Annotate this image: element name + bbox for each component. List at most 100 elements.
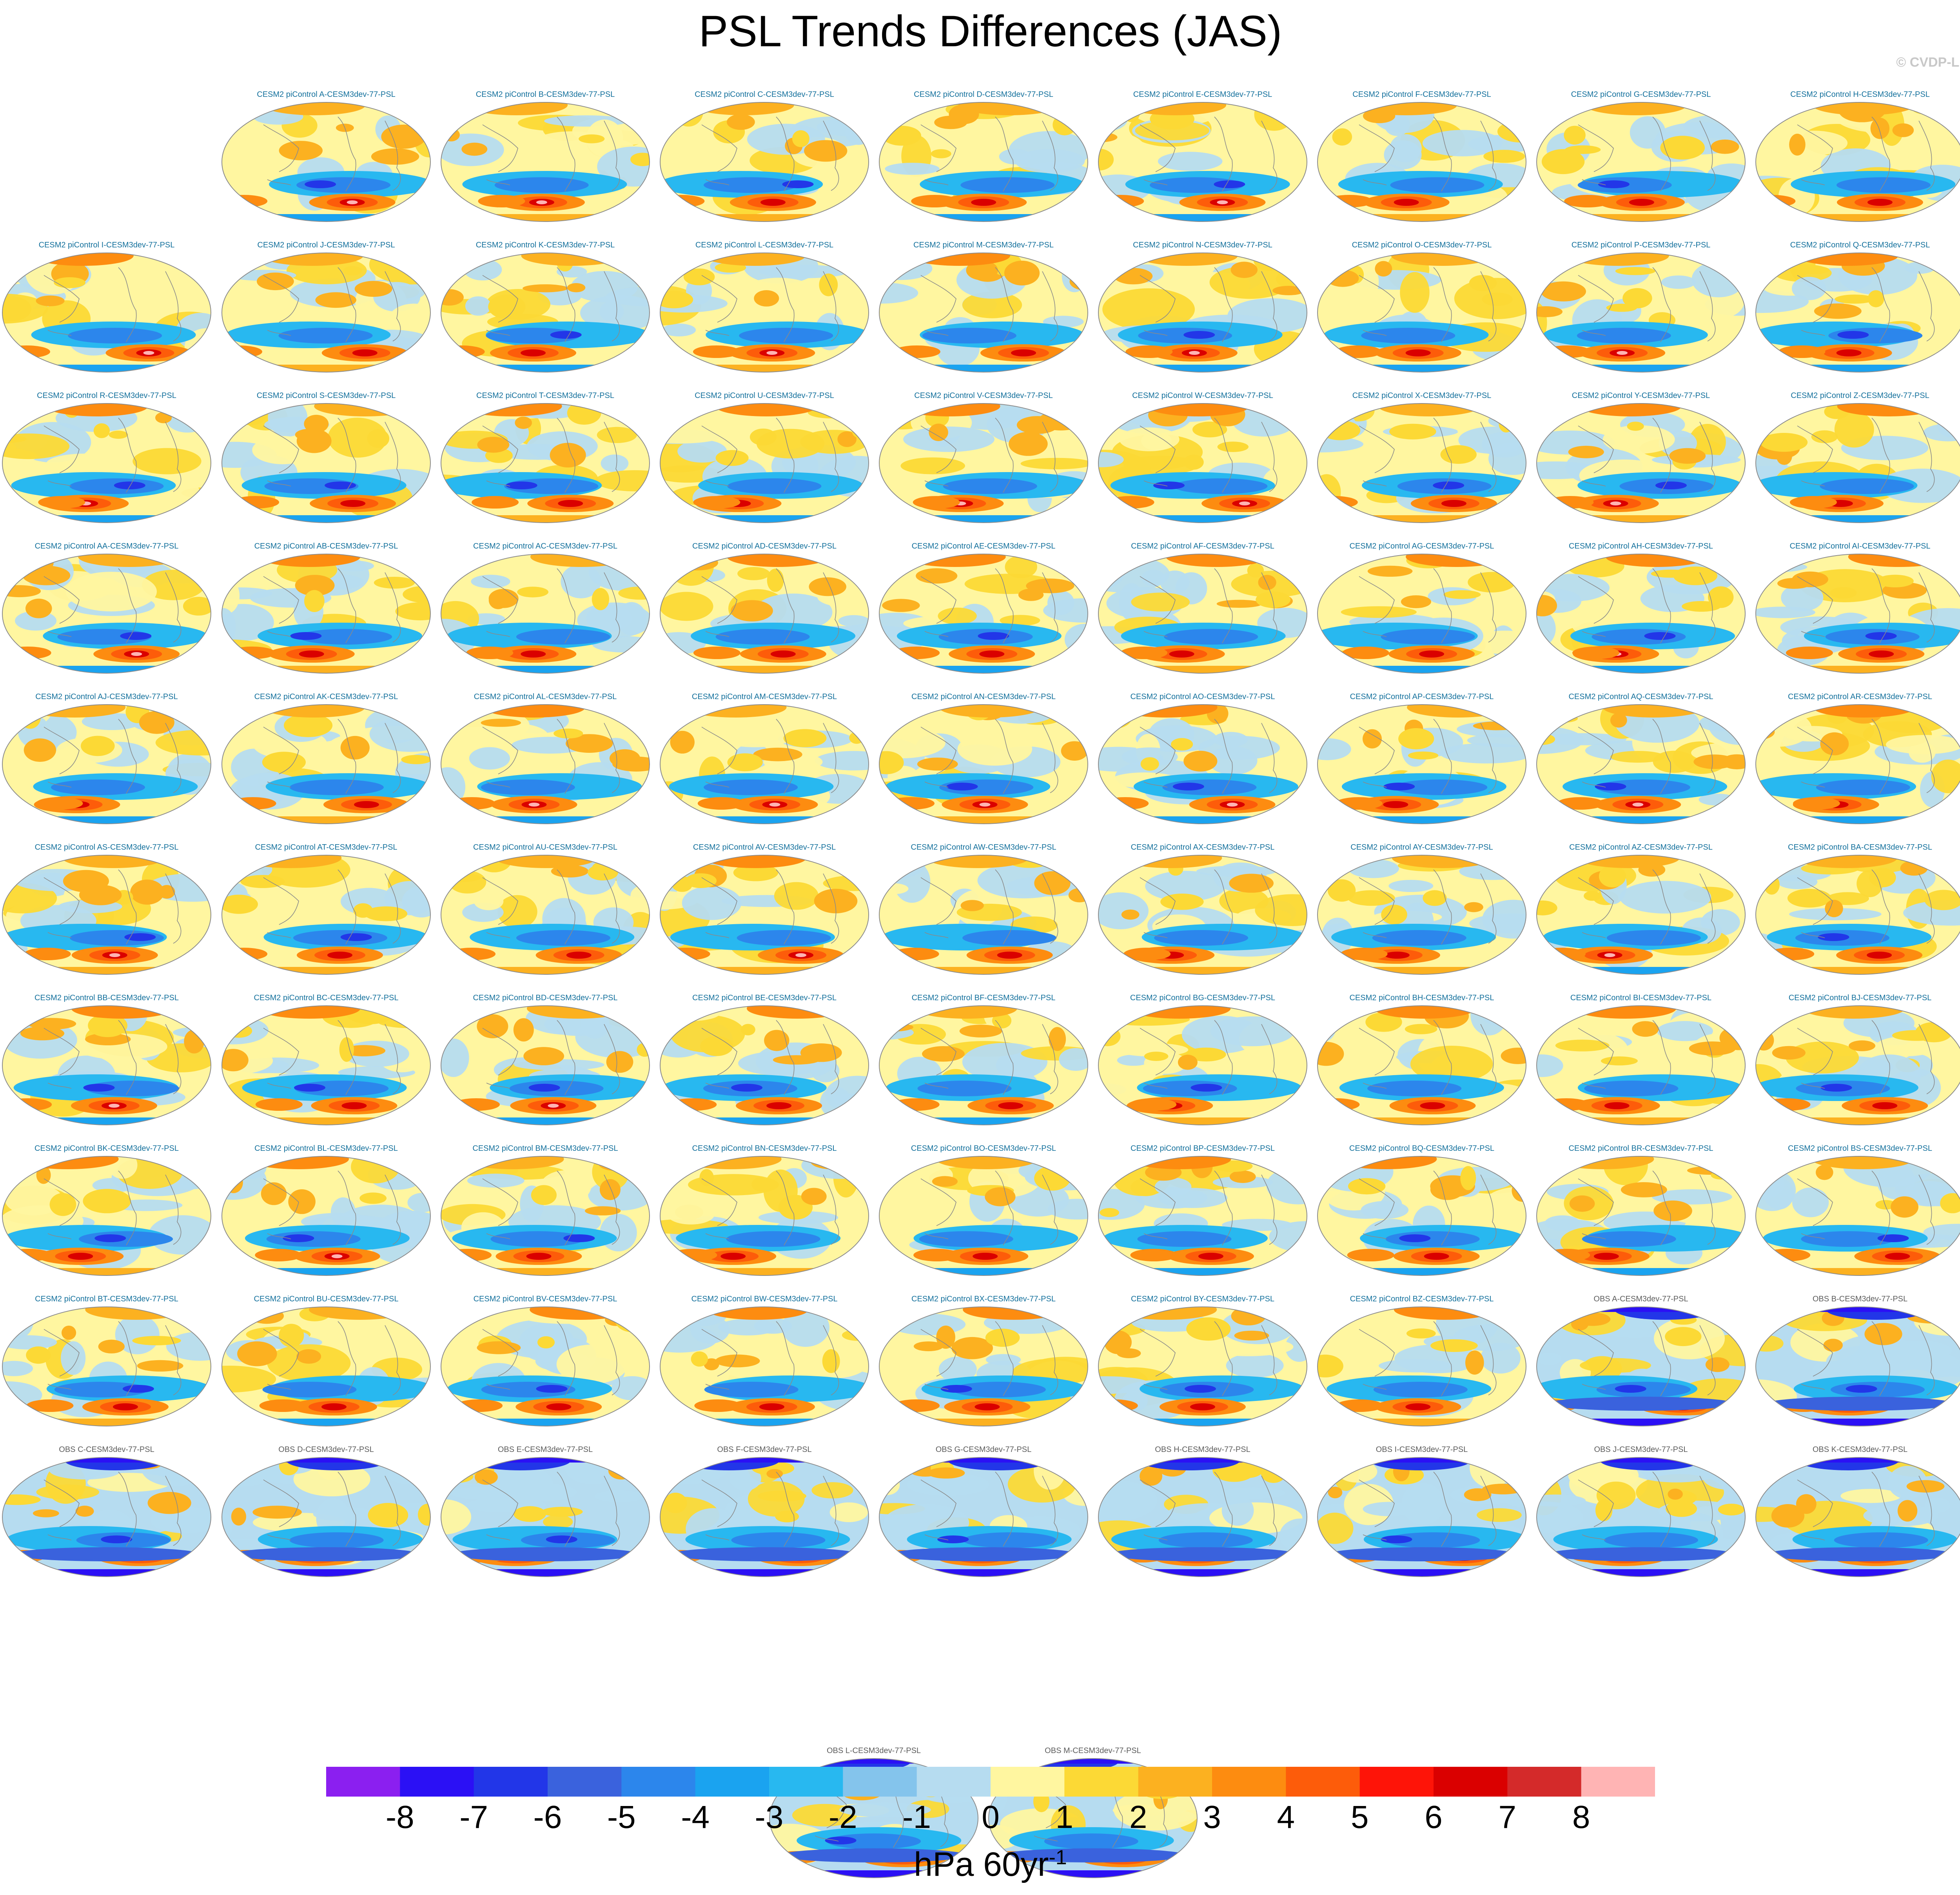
colorbar-tick-label: -2: [828, 1799, 857, 1835]
panel-title: CESM2 piControl I-CESM3dev-77-PSL: [38, 241, 175, 249]
map-panel: CESM2 piControl S-CESM3dev-77-PSL: [220, 391, 432, 524]
panel-title: CESM2 piControl AP-CESM3dev-77-PSL: [1350, 692, 1494, 701]
map-panel: CESM2 piControl AI-CESM3dev-77-PSL: [1754, 541, 1960, 674]
map-panel: CESM2 piControl AZ-CESM3dev-77-PSL: [1535, 842, 1747, 976]
panel-title: OBS C-CESM3dev-77-PSL: [59, 1445, 154, 1454]
map-field: [1536, 1156, 1746, 1276]
map-panel: CESM2 piControl BY-CESM3dev-77-PSL: [1097, 1294, 1308, 1427]
map-panel: CESM2 piControl AW-CESM3dev-77-PSL: [878, 842, 1089, 976]
panel-title: OBS E-CESM3dev-77-PSL: [497, 1445, 593, 1454]
units-text: hPa 60yr: [914, 1846, 1049, 1883]
map-panel: CESM2 piControl BV-CESM3dev-77-PSL: [439, 1294, 651, 1427]
map-panel: CESM2 piControl BU-CESM3dev-77-PSL: [220, 1294, 432, 1427]
map-field: [1098, 253, 1307, 372]
panel-title: CESM2 piControl AR-CESM3dev-77-PSL: [1788, 692, 1932, 701]
panel-title: CESM2 piControl AB-CESM3dev-77-PSL: [254, 542, 398, 551]
map-panel: CESM2 piControl Z-CESM3dev-77-PSL: [1754, 391, 1960, 524]
map-panel: CESM2 piControl P-CESM3dev-77-PSL: [1535, 240, 1747, 373]
map-panel: CESM2 piControl R-CESM3dev-77-PSL: [1, 391, 212, 524]
map-panel: CESM2 piControl BT-CESM3dev-77-PSL: [1, 1294, 212, 1427]
map-panel: OBS H-CESM3dev-77-PSL: [1097, 1444, 1308, 1578]
panel-title: OBS A-CESM3dev-77-PSL: [1593, 1295, 1688, 1303]
panel-title: OBS K-CESM3dev-77-PSL: [1812, 1445, 1908, 1454]
map-field: [660, 1457, 869, 1577]
map-field: [1755, 403, 1960, 523]
panel-title: OBS G-CESM3dev-77-PSL: [935, 1445, 1032, 1454]
panel-title: CESM2 piControl BK-CESM3dev-77-PSL: [34, 1144, 179, 1153]
colorbar: [326, 1767, 1655, 1797]
map-panel: CESM2 piControl AG-CESM3dev-77-PSL: [1316, 541, 1528, 674]
map-field: [2, 253, 211, 372]
panel-title: CESM2 piControl BB-CESM3dev-77-PSL: [34, 994, 179, 1002]
map-field: [1317, 1457, 1526, 1577]
map-field: [441, 1156, 650, 1276]
map-panel: CESM2 piControl H-CESM3dev-77-PSL: [1754, 89, 1960, 223]
map-field: [1536, 1306, 1746, 1426]
map-panel: CESM2 piControl BP-CESM3dev-77-PSL: [1097, 1143, 1308, 1277]
panel-title: OBS J-CESM3dev-77-PSL: [1594, 1445, 1688, 1454]
panel-title: CESM2 piControl AU-CESM3dev-77-PSL: [473, 843, 617, 852]
map-panel: CESM2 piControl AT-CESM3dev-77-PSL: [220, 842, 432, 976]
panel-title: CESM2 piControl G-CESM3dev-77-PSL: [1571, 90, 1711, 99]
colorbar-tick-label: -8: [385, 1799, 414, 1835]
panel-title: CESM2 piControl T-CESM3dev-77-PSL: [476, 391, 614, 400]
colorbar-swatch: [1581, 1767, 1655, 1797]
colorbar-tick-label: 8: [1572, 1799, 1590, 1835]
map-field: [1098, 704, 1307, 824]
map-field: [660, 253, 869, 372]
map-field: [879, 403, 1088, 523]
map-panel: CESM2 piControl O-CESM3dev-77-PSL: [1316, 240, 1528, 373]
map-field: [2, 1005, 211, 1125]
map-panel: CESM2 piControl BI-CESM3dev-77-PSL: [1535, 993, 1747, 1126]
panel-title: OBS I-CESM3dev-77-PSL: [1376, 1445, 1468, 1454]
map-field: [1755, 855, 1960, 975]
panel-title: CESM2 piControl AL-CESM3dev-77-PSL: [474, 692, 617, 701]
panel-title: CESM2 piControl AW-CESM3dev-77-PSL: [911, 843, 1056, 852]
colorbar-tick-label: -3: [755, 1799, 784, 1835]
panel-title: CESM2 piControl AC-CESM3dev-77-PSL: [473, 542, 617, 551]
panel-title: OBS M-CESM3dev-77-PSL: [1045, 1746, 1141, 1755]
map-panel: CESM2 piControl A-CESM3dev-77-PSL: [220, 89, 432, 223]
colorbar-swatch: [843, 1767, 917, 1797]
panel-title: CESM2 piControl AD-CESM3dev-77-PSL: [692, 542, 837, 551]
map-panel: CESM2 piControl BC-CESM3dev-77-PSL: [220, 993, 432, 1126]
map-panel: CESM2 piControl BL-CESM3dev-77-PSL: [220, 1143, 432, 1277]
panel-title: CESM2 piControl BV-CESM3dev-77-PSL: [473, 1295, 617, 1303]
map-panel: CESM2 piControl F-CESM3dev-77-PSL: [1316, 89, 1528, 223]
map-panel: CESM2 piControl N-CESM3dev-77-PSL: [1097, 240, 1308, 373]
map-field: [879, 704, 1088, 824]
map-panel: OBS K-CESM3dev-77-PSL: [1754, 1444, 1960, 1578]
map-field: [1536, 102, 1746, 222]
map-field: [2, 1457, 211, 1577]
panel-title: CESM2 piControl AE-CESM3dev-77-PSL: [911, 542, 1056, 551]
map-field: [1536, 704, 1746, 824]
map-panel: OBS D-CESM3dev-77-PSL: [220, 1444, 432, 1578]
panel-title: CESM2 piControl BH-CESM3dev-77-PSL: [1349, 994, 1494, 1002]
colorbar-swatch: [1507, 1767, 1582, 1797]
panel-title: CESM2 piControl BO-CESM3dev-77-PSL: [911, 1144, 1056, 1153]
map-field: [660, 1005, 869, 1125]
map-panel: CESM2 piControl AR-CESM3dev-77-PSL: [1754, 692, 1960, 825]
map-panel: CESM2 piControl AH-CESM3dev-77-PSL: [1535, 541, 1747, 674]
map-panel: CESM2 piControl BF-CESM3dev-77-PSL: [878, 993, 1089, 1126]
panel-title: CESM2 piControl BA-CESM3dev-77-PSL: [1788, 843, 1932, 852]
colorbar-swatch: [695, 1767, 769, 1797]
map-panel: CESM2 piControl BX-CESM3dev-77-PSL: [878, 1294, 1089, 1427]
colorbar-swatch: [1434, 1767, 1508, 1797]
panel-title: CESM2 piControl BW-CESM3dev-77-PSL: [691, 1295, 838, 1303]
map-field: [1317, 1005, 1526, 1125]
map-field: [2, 1156, 211, 1276]
panel-title: CESM2 piControl AZ-CESM3dev-77-PSL: [1569, 843, 1713, 852]
map-field: [1755, 253, 1960, 372]
panel-title: CESM2 piControl O-CESM3dev-77-PSL: [1352, 241, 1492, 249]
map-panel: CESM2 piControl W-CESM3dev-77-PSL: [1097, 391, 1308, 524]
colorbar-tick-label: 2: [1129, 1799, 1147, 1835]
map-field: [1098, 1457, 1307, 1577]
map-panel: CESM2 piControl BM-CESM3dev-77-PSL: [439, 1143, 651, 1277]
panel-title: CESM2 piControl S-CESM3dev-77-PSL: [256, 391, 396, 400]
panel-title: CESM2 piControl BC-CESM3dev-77-PSL: [254, 994, 399, 1002]
map-panel: CESM2 piControl BN-CESM3dev-77-PSL: [659, 1143, 870, 1277]
map-field: [221, 403, 431, 523]
panel-title: CESM2 piControl P-CESM3dev-77-PSL: [1571, 241, 1711, 249]
panel-title: CESM2 piControl BT-CESM3dev-77-PSL: [35, 1295, 178, 1303]
